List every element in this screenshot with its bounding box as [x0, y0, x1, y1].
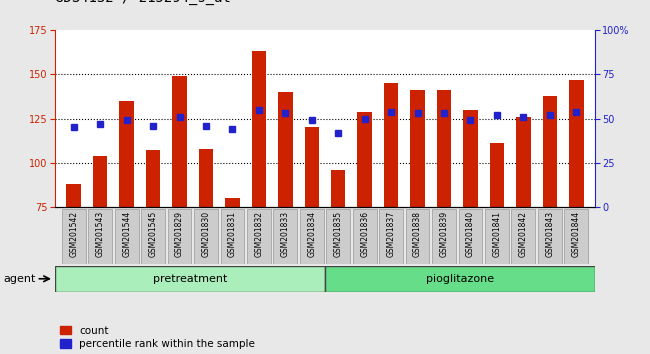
Bar: [538, 209, 562, 264]
Text: GSM201834: GSM201834: [307, 211, 317, 257]
Bar: [304, 127, 319, 340]
Legend: count, percentile rank within the sample: count, percentile rank within the sample: [60, 326, 255, 349]
Bar: [458, 209, 482, 264]
Bar: [252, 51, 266, 340]
Bar: [168, 209, 192, 264]
Text: pretreatment: pretreatment: [153, 274, 228, 284]
Text: GSM201840: GSM201840: [466, 211, 475, 257]
Bar: [358, 112, 372, 340]
Bar: [199, 149, 213, 340]
Bar: [512, 209, 535, 264]
Bar: [66, 184, 81, 340]
Bar: [300, 209, 324, 264]
Bar: [326, 209, 350, 264]
Text: GSM201843: GSM201843: [545, 211, 554, 257]
Text: GSM201837: GSM201837: [387, 211, 396, 257]
Bar: [55, 266, 325, 292]
Text: GSM201542: GSM201542: [70, 211, 78, 257]
Bar: [353, 209, 376, 264]
Bar: [543, 96, 557, 340]
Bar: [88, 209, 112, 264]
Text: agent: agent: [3, 274, 36, 284]
Bar: [115, 209, 138, 264]
Bar: [247, 209, 271, 264]
Text: GSM201838: GSM201838: [413, 211, 422, 257]
Bar: [141, 209, 165, 264]
Bar: [410, 90, 425, 340]
Bar: [274, 209, 297, 264]
Text: GSM201543: GSM201543: [96, 211, 105, 257]
Bar: [437, 90, 451, 340]
Bar: [93, 156, 107, 340]
Bar: [220, 209, 244, 264]
Text: GSM201839: GSM201839: [439, 211, 448, 257]
Bar: [172, 76, 187, 340]
Bar: [379, 209, 403, 264]
Text: GSM201832: GSM201832: [254, 211, 263, 257]
Text: GSM201844: GSM201844: [572, 211, 580, 257]
Text: GSM201842: GSM201842: [519, 211, 528, 257]
Text: GSM201545: GSM201545: [149, 211, 157, 257]
Text: GSM201836: GSM201836: [360, 211, 369, 257]
Bar: [62, 209, 86, 264]
Text: GSM201544: GSM201544: [122, 211, 131, 257]
Text: pioglitazone: pioglitazone: [426, 274, 494, 284]
Bar: [432, 209, 456, 264]
Text: GSM201841: GSM201841: [493, 211, 501, 257]
Bar: [485, 209, 509, 264]
Bar: [489, 143, 504, 340]
Text: GSM201833: GSM201833: [281, 211, 290, 257]
Bar: [564, 209, 588, 264]
Bar: [569, 80, 584, 340]
Text: GSM201830: GSM201830: [202, 211, 211, 257]
Bar: [325, 266, 595, 292]
Text: GSM201831: GSM201831: [228, 211, 237, 257]
Text: GSM201829: GSM201829: [175, 211, 184, 257]
Bar: [146, 150, 161, 340]
Bar: [463, 110, 478, 340]
Bar: [278, 92, 292, 340]
Bar: [516, 117, 530, 340]
Bar: [225, 198, 240, 340]
Bar: [406, 209, 430, 264]
Text: GSM201835: GSM201835: [333, 211, 343, 257]
Bar: [331, 170, 346, 340]
Bar: [194, 209, 218, 264]
Bar: [384, 83, 398, 340]
Bar: [120, 101, 134, 340]
Text: GDS4132 / 215294_s_at: GDS4132 / 215294_s_at: [55, 0, 231, 5]
